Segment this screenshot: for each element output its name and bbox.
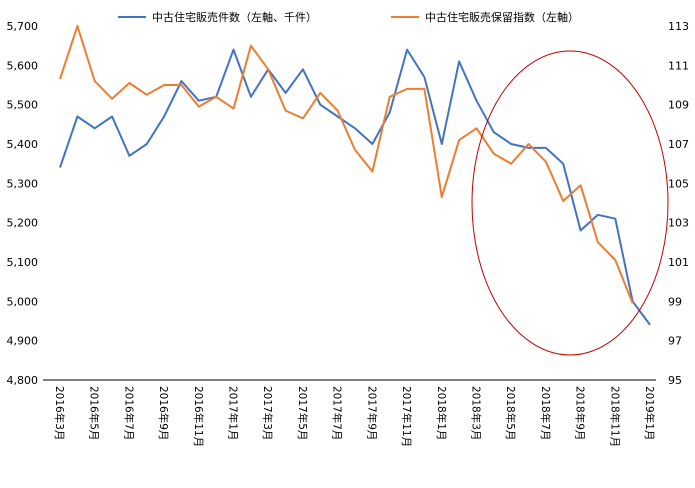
y-left-tick-label: 5,600 xyxy=(7,59,39,72)
y-right-tick-label: 111 xyxy=(668,59,689,72)
y-right-tick-label: 99 xyxy=(668,295,682,308)
x-tick-label: 2017年11月 xyxy=(400,386,413,447)
x-tick-label: 2018年1月 xyxy=(435,386,448,440)
legend-label-pending: 中古住宅販売保留指数（左軸） xyxy=(425,10,579,24)
y-right-tick-label: 107 xyxy=(668,138,689,151)
series-line-sales xyxy=(59,48,651,326)
x-tick-label: 2016年11月 xyxy=(192,386,205,447)
x-tick-label: 2018年9月 xyxy=(574,386,587,440)
legend-label-sales: 中古住宅販売件数（左軸、千件） xyxy=(152,10,317,24)
x-tick-label: 2018年5月 xyxy=(504,386,517,440)
series-line-pending xyxy=(59,25,634,304)
y-right-tick-label: 97 xyxy=(668,335,682,348)
x-tick-label: 2018年11月 xyxy=(608,386,621,447)
x-tick-label: 2018年3月 xyxy=(469,386,482,440)
x-tick-label: 2016年9月 xyxy=(157,386,170,440)
y-left-tick-label: 5,100 xyxy=(7,256,39,269)
legend: 中古住宅販売件数（左軸、千件） 中古住宅販売保留指数（左軸） xyxy=(118,10,579,24)
x-tick-label: 2017年5月 xyxy=(296,386,309,440)
x-tick-label: 2018年7月 xyxy=(539,386,552,440)
y-right-tick-label: 105 xyxy=(668,177,689,190)
x-tick-label: 2017年3月 xyxy=(261,386,274,440)
y-left-tick-label: 5,400 xyxy=(7,138,39,151)
y-left-tick-label: 5,700 xyxy=(7,20,39,33)
y-left-tick-label: 5,200 xyxy=(7,217,39,230)
series-layer xyxy=(59,25,651,326)
x-axis: 2016年3月 2016年5月 2016年7月 2016年9月 2016年11月 2017… xyxy=(53,386,656,447)
y-axis-right: 95 97 99 101 103 105 107 109 111 113 xyxy=(668,20,689,387)
y-left-tick-label: 5,000 xyxy=(7,295,39,308)
y-axis-left: 4,800 4,900 5,000 5,100 5,200 5,300 5,400 5,500… xyxy=(7,20,39,387)
y-right-tick-label: 113 xyxy=(668,20,689,33)
x-tick-label: 2016年5月 xyxy=(88,386,101,440)
y-right-tick-label: 101 xyxy=(668,256,689,269)
y-left-tick-label: 4,800 xyxy=(7,374,39,387)
x-tick-label: 2016年7月 xyxy=(122,386,135,440)
x-tick-label: 2017年7月 xyxy=(331,386,344,440)
y-right-tick-label: 109 xyxy=(668,99,689,112)
highlight-ellipse xyxy=(471,50,669,356)
y-right-tick-label: 103 xyxy=(668,217,689,230)
x-tick-label: 2016年3月 xyxy=(53,386,66,440)
x-tick-label: 2017年9月 xyxy=(365,386,378,440)
x-tick-label: 2017年1月 xyxy=(227,386,240,440)
y-right-tick-label: 95 xyxy=(668,374,682,387)
y-left-tick-label: 5,500 xyxy=(7,99,39,112)
y-left-tick-label: 4,900 xyxy=(7,335,39,348)
x-tick-label: 2019年1月 xyxy=(643,386,656,440)
y-left-tick-label: 5,300 xyxy=(7,177,39,190)
